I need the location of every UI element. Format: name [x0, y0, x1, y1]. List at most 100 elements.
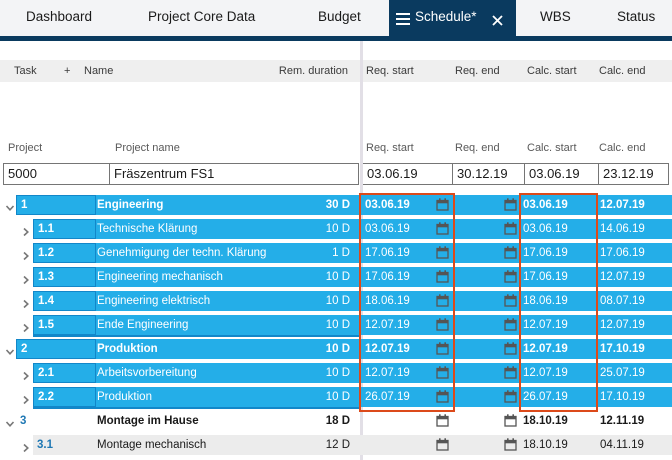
calendar-icon[interactable]	[436, 414, 449, 434]
task-name[interactable]: Montage mechanisch	[97, 439, 207, 451]
task-id-cell[interactable]: 2	[16, 339, 96, 359]
req-start-value[interactable]: 12.07.19	[365, 319, 410, 331]
req-start-value[interactable]: 26.07.19	[365, 391, 410, 403]
req-start-value[interactable]: 03.06.19	[365, 223, 410, 235]
req-start-value[interactable]: 17.06.19	[365, 271, 410, 283]
calendar-icon[interactable]	[436, 366, 449, 386]
calendar-icon[interactable]	[504, 294, 517, 314]
task-id-cell[interactable]: 2.2	[33, 387, 96, 407]
calendar-icon[interactable]	[436, 318, 449, 338]
task-duration[interactable]: 10 D	[325, 391, 350, 403]
project-name-field[interactable]: Fräszentrum FS1	[109, 163, 359, 185]
calendar-icon[interactable]	[504, 222, 517, 242]
calendar-icon[interactable]	[504, 414, 517, 434]
req-start-value[interactable]: 17.06.19	[365, 247, 410, 259]
expand-chevron[interactable]	[21, 440, 31, 453]
calendar-icon[interactable]	[504, 390, 517, 410]
task-duration[interactable]: 10 D	[325, 343, 350, 355]
task-row[interactable]: 2.1 Arbeitsvorbereitung 10 D 12.07.19 12…	[0, 363, 672, 383]
task-row[interactable]: 3.1 Montage mechanisch 12 D 18.10.19 04.…	[0, 435, 672, 455]
tab-dashboard[interactable]: Dashboard	[26, 9, 93, 24]
task-row[interactable]: 1.2 Genehmigung der techn. Klärung 1 D 1…	[0, 243, 672, 263]
task-name[interactable]: Produktion	[97, 343, 158, 355]
req-start-value[interactable]: 12.07.19	[365, 343, 410, 355]
calendar-icon[interactable]	[504, 246, 517, 266]
tab-status[interactable]: Status	[617, 9, 656, 24]
expand-chevron[interactable]	[21, 368, 31, 381]
task-duration[interactable]: 10 D	[325, 367, 350, 379]
task-id-cell[interactable]: 3.1	[37, 439, 53, 451]
task-id-cell[interactable]: 1.3	[33, 267, 96, 287]
req-start-value[interactable]: 12.07.19	[365, 367, 410, 379]
task-id-cell[interactable]: 1.1	[33, 219, 96, 239]
task-name[interactable]: Technische Klärung	[97, 223, 198, 235]
task-name[interactable]: Engineering elektrisch	[97, 295, 211, 307]
close-icon[interactable]	[492, 13, 503, 31]
add-button[interactable]: +	[64, 65, 71, 77]
task-name[interactable]: Arbeitsvorbereitung	[97, 367, 197, 379]
task-name[interactable]: Genehmigung der techn. Klärung	[97, 247, 267, 259]
task-name[interactable]: Ende Engineering	[97, 319, 189, 331]
task-row[interactable]: 2 Produktion 10 D 12.07.19 12.07.19 17.1…	[0, 339, 672, 359]
calendar-icon[interactable]	[504, 318, 517, 338]
tab-project-core-data[interactable]: Project Core Data	[148, 9, 256, 24]
expand-chevron[interactable]	[5, 344, 15, 355]
task-name[interactable]: Montage im Hause	[97, 415, 199, 427]
task-duration[interactable]: 10 D	[325, 295, 350, 307]
tab-schedule-active[interactable]: Schedule*	[389, 0, 516, 41]
calendar-icon[interactable]	[436, 294, 449, 314]
calendar-icon[interactable]	[436, 198, 449, 218]
calendar-icon[interactable]	[436, 246, 449, 266]
expand-chevron[interactable]	[21, 320, 31, 333]
tab-budget[interactable]: Budget	[318, 9, 361, 24]
task-row[interactable]: 3 Montage im Hause 18 D 18.10.19 12.11.1…	[0, 411, 672, 431]
task-duration[interactable]: 30 D	[325, 199, 350, 211]
task-name[interactable]: Engineering mechanisch	[97, 271, 223, 283]
task-duration[interactable]: 10 D	[325, 319, 350, 331]
req-start-value[interactable]: 18.06.19	[365, 295, 410, 307]
calendar-icon[interactable]	[436, 270, 449, 290]
calendar-icon[interactable]	[436, 342, 449, 362]
task-row[interactable]: 1.3 Engineering mechanisch 10 D 17.06.19…	[0, 267, 672, 287]
expand-chevron[interactable]	[21, 296, 31, 309]
task-row[interactable]: 1.1 Technische Klärung 10 D 03.06.19 03.…	[0, 219, 672, 239]
task-duration[interactable]: 1 D	[332, 247, 350, 259]
task-duration[interactable]: 12 D	[325, 439, 350, 451]
task-id-cell[interactable]: 1.4	[33, 291, 96, 311]
task-id-cell[interactable]: 1	[16, 195, 96, 215]
expand-chevron[interactable]	[21, 224, 31, 237]
calendar-icon[interactable]	[504, 198, 517, 218]
calendar-icon[interactable]	[436, 390, 449, 410]
calendar-icon[interactable]	[504, 438, 517, 458]
project-id-field[interactable]: 5000	[3, 163, 110, 185]
task-name[interactable]: Engineering	[97, 199, 164, 211]
expand-chevron[interactable]	[5, 200, 15, 211]
calendar-icon[interactable]	[504, 270, 517, 290]
task-row[interactable]: 1 Engineering 30 D 03.06.19 03.06.19 12.…	[0, 195, 672, 215]
calendar-icon[interactable]	[504, 342, 517, 362]
project-calc-end-field[interactable]: 23.12.19	[598, 163, 669, 185]
task-duration[interactable]: 18 D	[325, 415, 350, 427]
req-start-value[interactable]: 03.06.19	[365, 199, 410, 211]
task-id-cell[interactable]: 1.5	[33, 315, 96, 335]
task-row[interactable]: 2.2 Produktion 10 D 26.07.19 26.07.19 17…	[0, 387, 672, 407]
expand-chevron[interactable]	[5, 416, 15, 427]
task-row[interactable]: 1.4 Engineering elektrisch 10 D 18.06.19…	[0, 291, 672, 311]
tab-wbs[interactable]: WBS	[540, 9, 571, 24]
expand-chevron[interactable]	[21, 392, 31, 405]
task-id-cell[interactable]: 1.2	[33, 243, 96, 263]
project-req-start-field[interactable]: 03.06.19	[362, 163, 453, 185]
task-duration[interactable]: 10 D	[325, 223, 350, 235]
task-id-cell[interactable]: 2.1	[33, 363, 96, 383]
calendar-icon[interactable]	[436, 438, 449, 458]
menu-icon[interactable]	[396, 12, 410, 30]
expand-chevron[interactable]	[21, 248, 31, 261]
calendar-icon[interactable]	[504, 366, 517, 386]
calendar-icon[interactable]	[436, 222, 449, 242]
project-req-end-field[interactable]: 30.12.19	[452, 163, 525, 185]
task-id-cell[interactable]: 3	[20, 415, 27, 427]
task-duration[interactable]: 10 D	[325, 271, 350, 283]
expand-chevron[interactable]	[21, 272, 31, 285]
task-row[interactable]: 1.5 Ende Engineering 10 D 12.07.19 12.07…	[0, 315, 672, 335]
task-name[interactable]: Produktion	[97, 391, 152, 403]
